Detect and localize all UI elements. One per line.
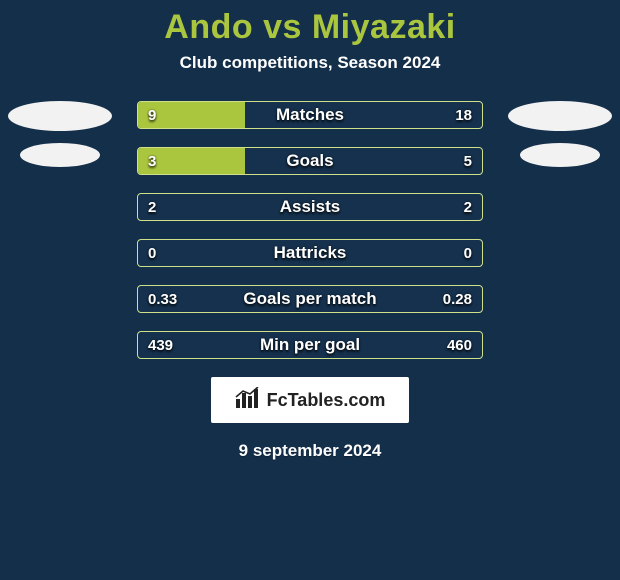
avatar-placeholder xyxy=(520,143,600,167)
stat-value-right: 460 xyxy=(437,332,482,358)
bar-fill-left xyxy=(138,148,245,174)
stat-label: Assists xyxy=(138,194,482,220)
stat-value-left: 2 xyxy=(138,194,166,220)
stat-value-right: 18 xyxy=(445,102,482,128)
logo-text: FcTables.com xyxy=(267,390,386,411)
stat-value-left: 439 xyxy=(138,332,183,358)
stat-value-right: 0 xyxy=(454,240,482,266)
comparison-chart: 918Matches 35Goals 2 2Assists 0 0Hattricks 0.3… xyxy=(0,101,620,359)
stat-label: Min per goal xyxy=(138,332,482,358)
avatar-placeholder xyxy=(508,101,612,131)
stat-value-right: 0.28 xyxy=(433,286,482,312)
avatar-placeholder xyxy=(20,143,100,167)
right-avatar-column xyxy=(500,101,620,179)
stat-bar: 35Goals xyxy=(137,147,483,175)
stat-value-right: 2 xyxy=(454,194,482,220)
stat-bar: 0.33 0.28Goals per match xyxy=(137,285,483,313)
date-text: 9 september 2024 xyxy=(0,441,620,461)
stat-value-left: 0.33 xyxy=(138,286,187,312)
stat-label: Goals per match xyxy=(138,286,482,312)
bar-fill-left xyxy=(138,102,245,128)
subtitle: Club competitions, Season 2024 xyxy=(0,53,620,73)
stat-bar: 2 2Assists xyxy=(137,193,483,221)
chart-bars-icon xyxy=(235,387,261,414)
stat-bar: 918Matches xyxy=(137,101,483,129)
source-logo: FcTables.com xyxy=(211,377,409,423)
stat-label: Hattricks xyxy=(138,240,482,266)
stat-value-right: 5 xyxy=(454,148,482,174)
left-avatar-column xyxy=(0,101,120,179)
stat-bar: 439 460Min per goal xyxy=(137,331,483,359)
stat-value-left: 0 xyxy=(138,240,166,266)
avatar-placeholder xyxy=(8,101,112,131)
page-title: Ando vs Miyazaki xyxy=(0,0,620,47)
bar-list: 918Matches 35Goals 2 2Assists 0 0Hattricks 0.3… xyxy=(137,101,483,359)
stat-bar: 0 0Hattricks xyxy=(137,239,483,267)
